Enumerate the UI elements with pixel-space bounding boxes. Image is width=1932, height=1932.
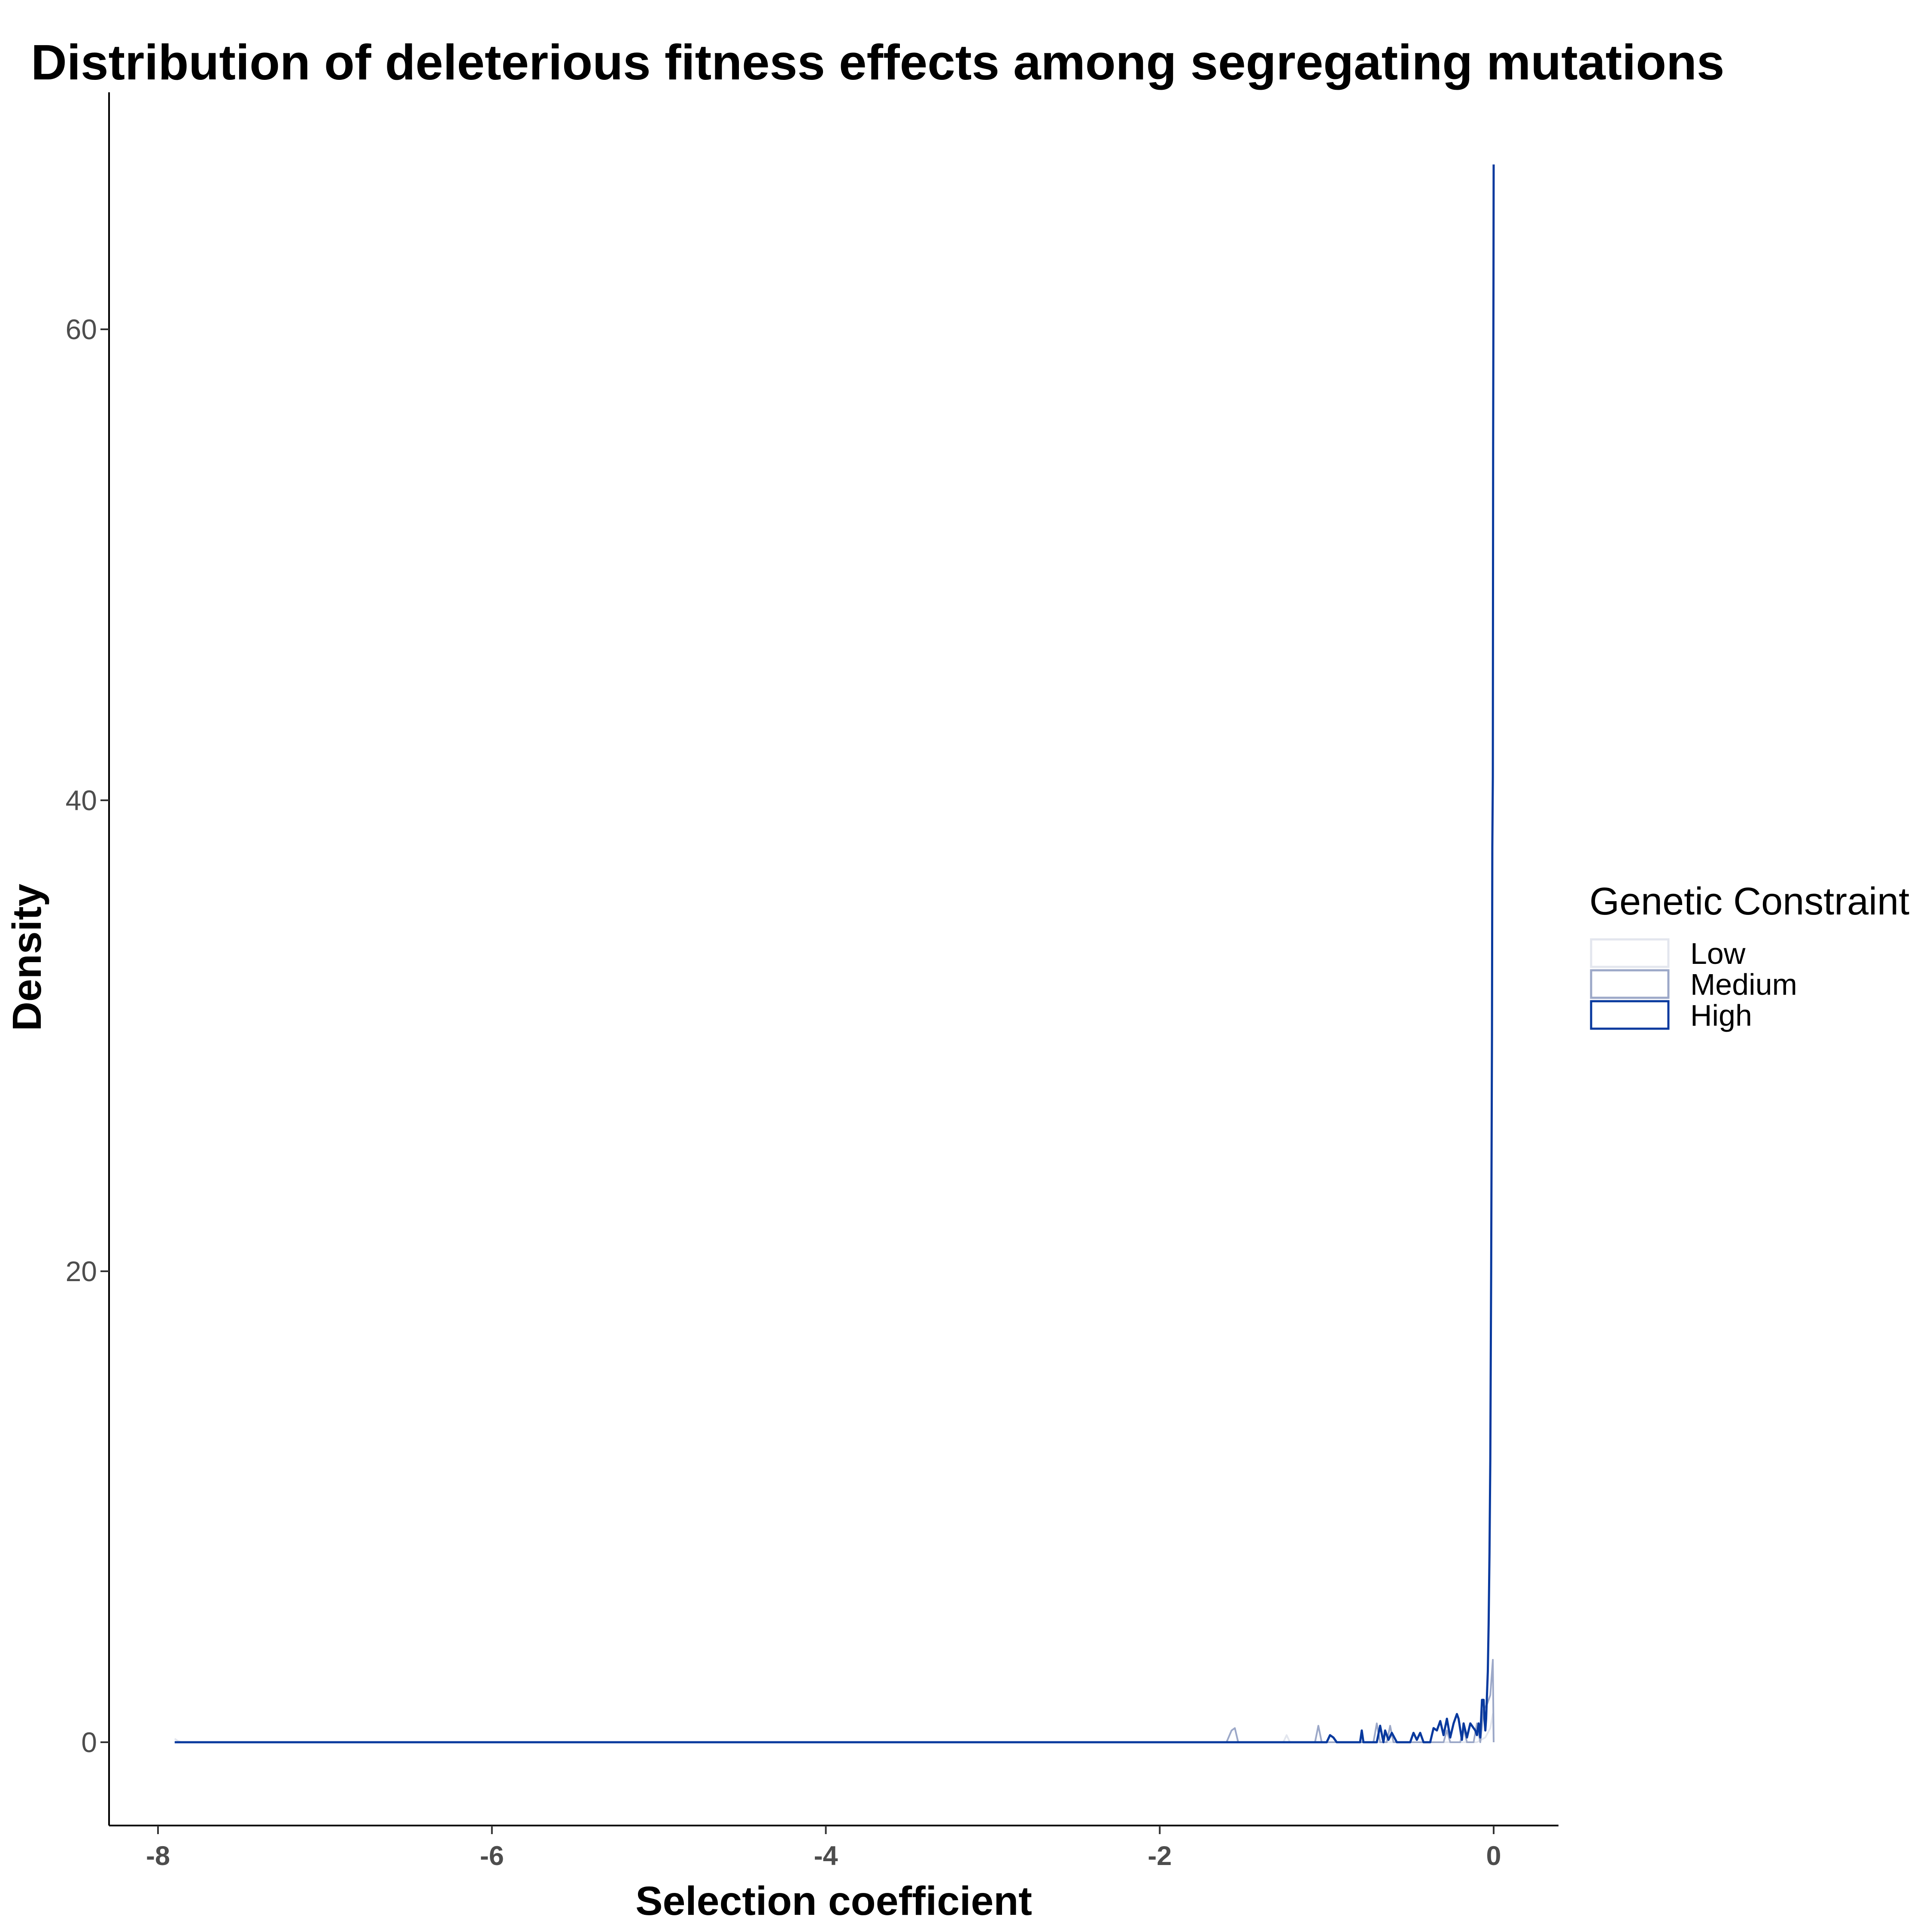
- series-line-high: [174, 164, 1495, 1744]
- legend-label-low: Low: [1690, 937, 1746, 970]
- legend-key-low: [1590, 938, 1670, 968]
- legend-label-high: High: [1690, 999, 1752, 1032]
- x-tick-label: -2: [1148, 1841, 1172, 1871]
- series-layer: [174, 164, 1495, 1744]
- legend-label-medium: Medium: [1690, 968, 1797, 1001]
- chart-title: Distribution of deleterious fitness effe…: [31, 34, 1725, 90]
- x-axis-title: Selection coefficient: [635, 1878, 1032, 1924]
- y-tick-label: 60: [66, 313, 97, 345]
- legend-key-medium: [1590, 969, 1670, 999]
- plot-area: -8 -6 -4 -2 0 0 20 40 60: [66, 92, 1558, 1871]
- y-tick-label: 0: [81, 1726, 97, 1758]
- y-tick-label: 40: [66, 784, 97, 816]
- y-axis-title: Density: [4, 884, 50, 1031]
- legend-title: Genetic Constraint: [1589, 880, 1909, 923]
- x-tick-label: -6: [480, 1841, 504, 1871]
- x-tick-label: -4: [814, 1841, 838, 1871]
- legend-key-high: [1590, 1000, 1670, 1030]
- x-axis-ticks: -8 -6 -4 -2 0: [146, 1826, 1501, 1871]
- y-tick-label: 20: [66, 1255, 97, 1287]
- x-tick-label: 0: [1486, 1841, 1501, 1871]
- x-tick-label: -8: [146, 1841, 170, 1871]
- y-axis-ticks: 0 20 40 60: [66, 313, 109, 1758]
